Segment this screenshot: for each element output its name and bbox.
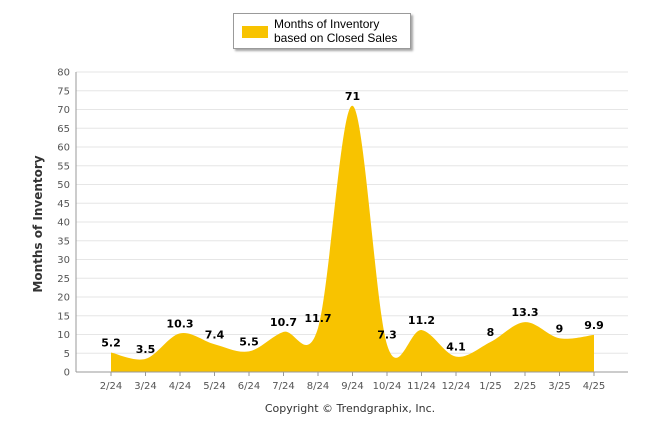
data-label: 8: [487, 326, 495, 339]
x-tick-label: 3/24: [134, 381, 156, 392]
y-tick-label: 5: [64, 349, 70, 360]
y-tick-label: 15: [57, 311, 70, 322]
data-labels: 5.2 3.5 10.3 7.4 5.5 10.7 11.7 71 7.3 11.2 4.1 8 13.…: [101, 90, 604, 356]
y-tick-label: 25: [57, 274, 70, 285]
x-tick-label: 5/24: [203, 381, 225, 392]
y-axis-ticks: 0 5 10 15 20 25 30 35 40 45 50 55 60 65 70 75 80: [57, 68, 70, 379]
x-tick-label: 10/24: [373, 381, 402, 392]
x-tick-label: 7/24: [272, 381, 294, 392]
y-tick-label: 10: [57, 330, 70, 341]
copyright-text: Copyright © Trendgraphix, Inc.: [264, 402, 436, 415]
data-label: 10.7: [270, 316, 297, 329]
data-label: 7.3: [377, 329, 397, 342]
y-axis-title: Months of Inventory: [31, 155, 45, 293]
data-label: 9: [556, 322, 564, 335]
y-tick-label: 35: [57, 236, 70, 247]
x-tick-label: 6/24: [238, 381, 260, 392]
data-label: 9.9: [584, 319, 604, 332]
data-label: 71: [345, 90, 360, 103]
y-tick-label: 60: [57, 143, 70, 154]
x-tick-label: 1/25: [479, 381, 501, 392]
y-tick-label: 70: [57, 105, 70, 116]
y-tick-label: 45: [57, 199, 70, 210]
y-tick-label: 50: [57, 180, 70, 191]
x-tick-label: 2/25: [514, 381, 536, 392]
y-tick-label: 55: [57, 161, 70, 172]
x-tick-label: 2/24: [100, 381, 122, 392]
data-label: 7.4: [205, 328, 225, 341]
legend-label: Months of Inventory based on Closed Sale…: [274, 17, 398, 45]
x-tick-label: 3/25: [548, 381, 570, 392]
data-label: 5.5: [239, 335, 259, 348]
y-tick-label: 20: [57, 293, 70, 304]
data-label: 5.2: [101, 337, 121, 350]
x-axis-ticks: 2/24 3/24 4/24 5/24 6/24 7/24 8/24 9/24 10/24 11/…: [100, 372, 605, 392]
x-tick-label: 4/24: [169, 381, 191, 392]
x-tick-label: 4/25: [583, 381, 605, 392]
y-tick-label: 80: [57, 68, 70, 79]
y-tick-label: 0: [64, 368, 70, 379]
y-tick-label: 40: [57, 218, 70, 229]
x-tick-label: 11/24: [407, 381, 436, 392]
x-tick-label: 12/24: [442, 381, 471, 392]
x-tick-label: 8/24: [307, 381, 329, 392]
series-area-fill: [111, 105, 594, 373]
data-label: 4.1: [446, 341, 466, 354]
data-label: 11.2: [408, 314, 435, 327]
data-label: 3.5: [136, 343, 156, 356]
series-area: [111, 105, 594, 373]
y-tick-label: 75: [57, 86, 70, 97]
legend-swatch: [242, 26, 268, 38]
legend: Months of Inventory based on Closed Sale…: [233, 13, 411, 49]
data-label: 10.3: [166, 317, 193, 330]
data-label: 11.7: [304, 312, 331, 325]
x-tick-label: 9/24: [341, 381, 363, 392]
y-tick-label: 65: [57, 124, 70, 135]
y-tick-label: 30: [57, 255, 70, 266]
data-label: 13.3: [511, 306, 538, 319]
